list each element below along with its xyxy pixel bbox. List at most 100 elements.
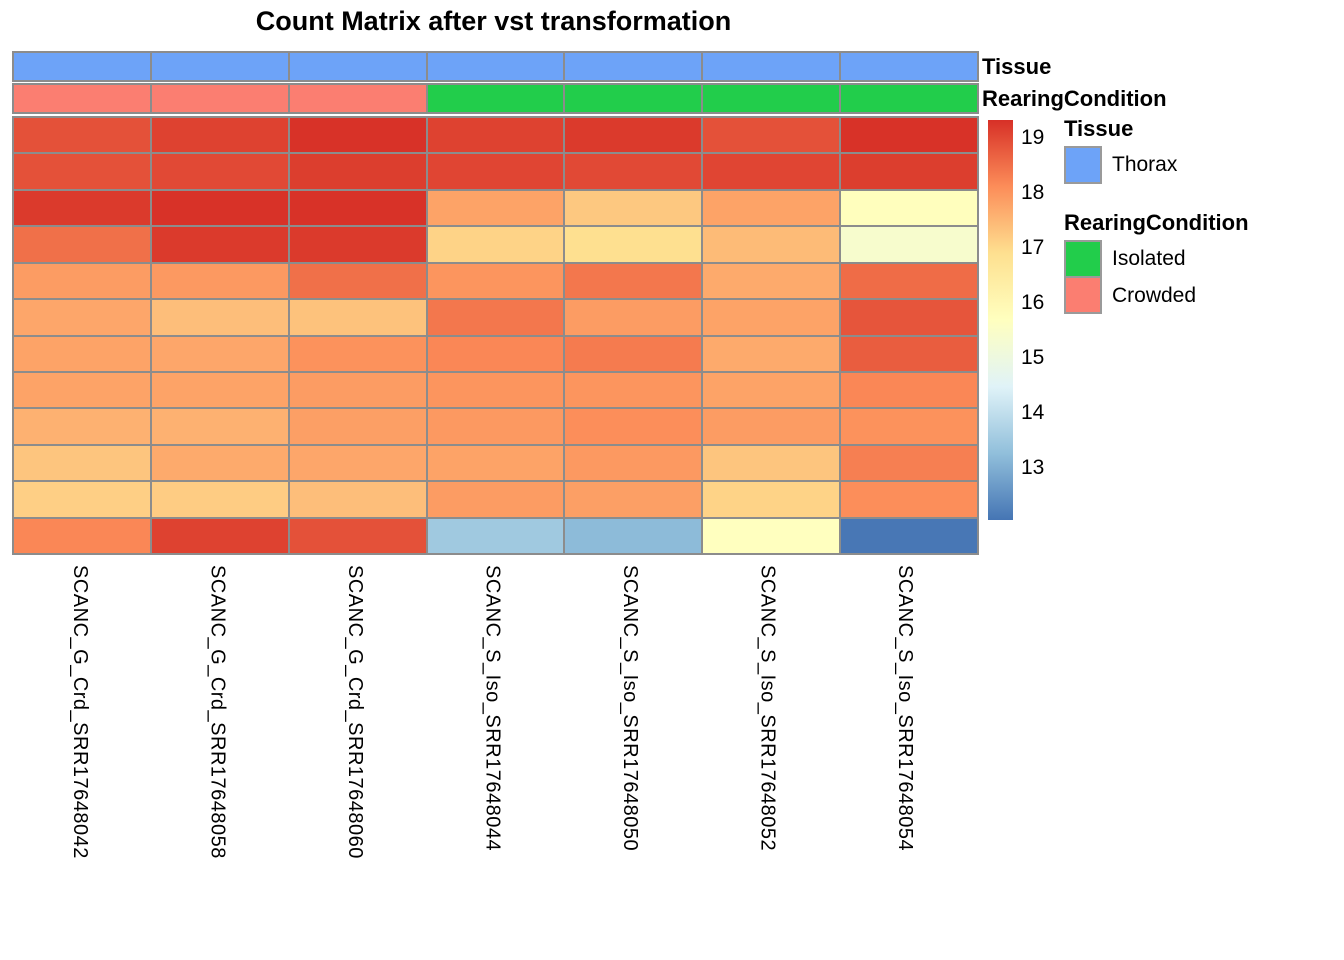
heatmap-cell — [289, 118, 426, 153]
heatmap-cell — [289, 190, 426, 226]
rearing-condition-track-label: RearingCondition — [982, 86, 1167, 111]
heatmap-cell — [14, 300, 150, 335]
column-label: SCANC_S_Iso_SRR17648052 — [756, 565, 779, 852]
heatmap-cell — [427, 227, 564, 262]
legend-group: RearingCondition Isolated Crowded — [1064, 210, 1334, 314]
heatmap-cell — [565, 336, 702, 371]
heatmap-cell — [151, 190, 288, 226]
heatmap-cell — [703, 190, 840, 226]
column-label: SCANC_S_Iso_SRR17648044 — [481, 565, 504, 852]
rearing-condition-annotation-bar — [12, 83, 979, 114]
colorbar-tick-label: 19 — [1021, 126, 1045, 150]
column-label: SCANC_S_Iso_SRR17648054 — [894, 565, 917, 852]
heatmap-cell — [427, 482, 564, 517]
heatmap-cell — [14, 263, 150, 299]
heatmap-cell — [565, 263, 702, 299]
heatmap-cell — [565, 518, 702, 553]
heatmap-cell — [289, 372, 426, 408]
annotation-cell — [841, 53, 977, 80]
heatmap-cell — [289, 300, 426, 335]
heatmap-cell — [703, 227, 840, 262]
heatmap-cell — [427, 263, 564, 299]
heatmap-cell — [841, 336, 977, 371]
heatmap-cell — [427, 336, 564, 371]
annotation-cell — [289, 53, 426, 80]
heatmap-cell — [14, 372, 150, 408]
heatmap-cell — [289, 154, 426, 189]
heatmap-cell — [841, 518, 977, 553]
column-label: SCANC_G_Crd_SRR17648058 — [206, 565, 229, 859]
heatmap-cell — [14, 118, 150, 153]
legend-item: Thorax — [1064, 146, 1334, 184]
heatmap-cell — [703, 154, 840, 189]
annotation-cell — [841, 85, 977, 112]
colorbar-tick-label: 14 — [1021, 401, 1045, 425]
legend-item-label: Isolated — [1112, 247, 1186, 270]
column-label: SCANC_S_Iso_SRR17648050 — [619, 565, 642, 852]
annotation-cell — [151, 85, 288, 112]
chart-title: Count Matrix after vst transformation — [255, 6, 732, 36]
heatmap-cell — [565, 372, 702, 408]
heatmap-cell — [14, 154, 150, 189]
heatmap-cell — [841, 190, 977, 226]
heatmap-cell — [151, 336, 288, 371]
column-label: SCANC_G_Crd_SRR17648042 — [68, 565, 91, 859]
legend-item: Isolated — [1064, 240, 1334, 278]
heatmap-cell — [841, 445, 977, 481]
legend-group: Tissue Thorax — [1064, 116, 1334, 184]
annotation-cell — [703, 53, 840, 80]
heatmap-cell — [427, 518, 564, 553]
legend-swatch — [1064, 240, 1102, 278]
heatmap-cell — [14, 409, 150, 444]
heatmap-cell — [565, 227, 702, 262]
legend-swatch — [1064, 276, 1102, 314]
heatmap-cell — [703, 300, 840, 335]
heatmap-cell — [151, 482, 288, 517]
heatmap-cell — [565, 154, 702, 189]
heatmap-cell — [289, 518, 426, 553]
colorbar-tick-label: 13 — [1021, 456, 1045, 480]
heatmap-cell — [151, 263, 288, 299]
heatmap-cell — [703, 482, 840, 517]
tissue-annotation-bar — [12, 51, 979, 82]
heatmap-cell — [427, 300, 564, 335]
heatmap-cell — [703, 372, 840, 408]
heatmap-cell — [565, 190, 702, 226]
heatmap-cell — [289, 445, 426, 481]
colorbar-tick-label: 17 — [1021, 236, 1045, 260]
heatmap-cell — [565, 482, 702, 517]
heatmap-cell — [427, 154, 564, 189]
heatmap-cell — [151, 372, 288, 408]
colorbar-tick-label: 16 — [1021, 291, 1045, 315]
heatmap-cell — [14, 518, 150, 553]
heatmap-grid — [12, 116, 979, 555]
heatmap-cell — [841, 482, 977, 517]
heatmap-cell — [841, 372, 977, 408]
annotation-cell — [565, 53, 702, 80]
legend-item-label: Crowded — [1112, 284, 1197, 307]
heatmap-cell — [14, 445, 150, 481]
heatmap-cell — [289, 482, 426, 517]
annotation-cell — [14, 53, 150, 80]
heatmap-cell — [841, 263, 977, 299]
annotation-cell — [427, 53, 564, 80]
heatmap-cell — [151, 518, 288, 553]
heatmap-cell — [14, 336, 150, 371]
annotation-cell — [703, 85, 840, 112]
heatmap-cell — [427, 445, 564, 481]
heatmap-cell — [151, 227, 288, 262]
heatmap-cell — [427, 372, 564, 408]
legend-header: RearingCondition — [1064, 210, 1249, 235]
heatmap-cell — [703, 263, 840, 299]
heatmap-cell — [703, 409, 840, 444]
heatmap-cell — [703, 118, 840, 153]
heatmap-cell — [841, 154, 977, 189]
annotation-cell — [289, 85, 426, 112]
heatmap-cell — [151, 300, 288, 335]
heatmap-cell — [841, 409, 977, 444]
heatmap-cell — [151, 118, 288, 153]
legend-item-label: Thorax — [1112, 153, 1178, 176]
heatmap-cell — [565, 409, 702, 444]
heatmap-cell — [565, 445, 702, 481]
